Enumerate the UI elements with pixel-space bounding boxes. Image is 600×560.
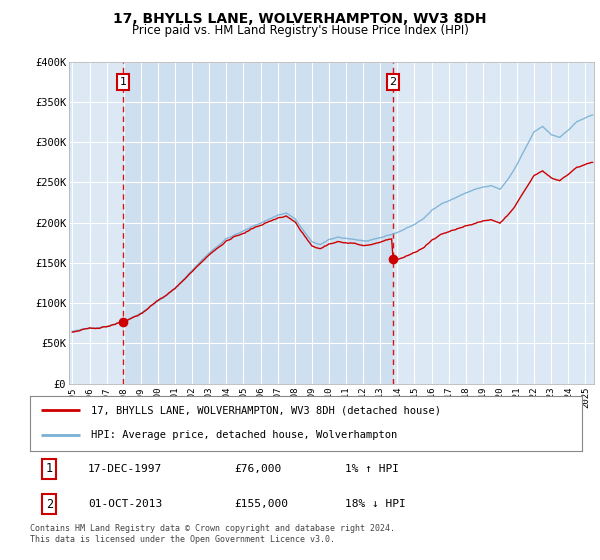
Text: 17, BHYLLS LANE, WOLVERHAMPTON, WV3 8DH: 17, BHYLLS LANE, WOLVERHAMPTON, WV3 8DH bbox=[113, 12, 487, 26]
Text: This data is licensed under the Open Government Licence v3.0.: This data is licensed under the Open Gov… bbox=[30, 534, 335, 544]
Text: Price paid vs. HM Land Registry's House Price Index (HPI): Price paid vs. HM Land Registry's House … bbox=[131, 24, 469, 37]
Text: 01-OCT-2013: 01-OCT-2013 bbox=[88, 499, 162, 509]
Text: 1: 1 bbox=[119, 77, 127, 87]
Text: £76,000: £76,000 bbox=[234, 464, 281, 474]
Text: 1% ↑ HPI: 1% ↑ HPI bbox=[344, 464, 398, 474]
Text: HPI: Average price, detached house, Wolverhampton: HPI: Average price, detached house, Wolv… bbox=[91, 431, 397, 440]
Text: 2: 2 bbox=[46, 497, 53, 511]
Text: 17, BHYLLS LANE, WOLVERHAMPTON, WV3 8DH (detached house): 17, BHYLLS LANE, WOLVERHAMPTON, WV3 8DH … bbox=[91, 405, 441, 415]
Text: 1: 1 bbox=[46, 463, 53, 475]
Text: 2: 2 bbox=[389, 77, 397, 87]
Text: 18% ↓ HPI: 18% ↓ HPI bbox=[344, 499, 406, 509]
Text: 17-DEC-1997: 17-DEC-1997 bbox=[88, 464, 162, 474]
Bar bbox=[123, 62, 393, 384]
Text: Contains HM Land Registry data © Crown copyright and database right 2024.: Contains HM Land Registry data © Crown c… bbox=[30, 524, 395, 533]
Text: £155,000: £155,000 bbox=[234, 499, 288, 509]
